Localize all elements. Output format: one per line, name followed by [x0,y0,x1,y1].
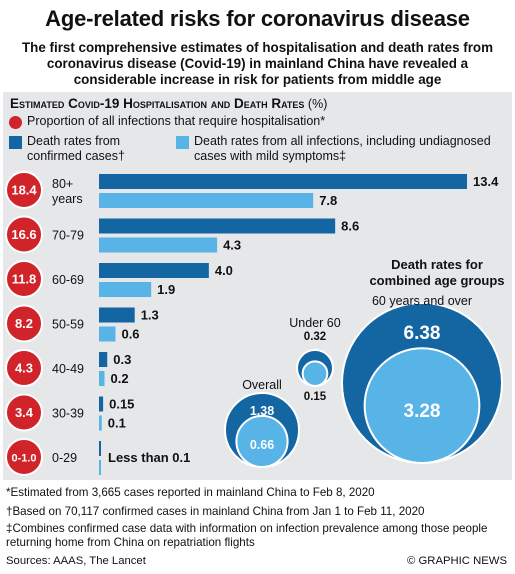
bar-confirmed-label: 1.3 [141,308,159,323]
bar-confirmed [99,174,467,189]
bar-all [99,460,101,475]
hospitalisation-value: 18.4 [11,183,37,198]
bar-confirmed-label: 0.3 [113,352,131,367]
combined-confirmed-value: 0.32 [304,331,326,343]
bar-confirmed [99,352,108,367]
age-label: 70-79 [52,229,84,243]
hospitalisation-circle [5,215,43,254]
bar-confirmed [99,263,209,278]
bar-confirmed-label: 8.6 [341,219,359,234]
combined-all-value: 3.28 [404,401,441,422]
bar-confirmed [99,218,336,234]
combined-confirmed-value: 1.38 [250,404,274,418]
hospitalisation-value: 11.8 [12,272,37,287]
footnote-hospitalisation: *Estimated from 3,665 cases reported in … [6,486,375,499]
combined-group-label: Overall [242,378,282,392]
hospitalisation-value: 8.2 [15,316,33,331]
age-label: years [52,192,83,206]
bar-all [99,371,105,386]
bar-all-label: 1.9 [157,282,175,297]
bar-confirmed [99,307,135,323]
combined-all-circle [301,360,329,387]
age-label: 0-29 [52,451,77,465]
bar-all [99,326,116,342]
hospitalisation-value: 0-1.0 [11,453,36,465]
bar-confirmed-label: 0.15 [109,397,134,412]
footnote-confirmed: †Based on 70,117 confirmed cases in main… [6,505,425,518]
legend-confirmed: Death rates from confirmed cases† [27,134,125,163]
age-label: 60-69 [52,273,84,287]
hospitalisation-circle [5,260,43,298]
bar-confirmed [99,441,101,456]
combined-all-value: 0.15 [304,391,327,403]
hospitalisation-circle [5,438,43,476]
hospitalisation-value: 16.6 [11,227,36,242]
hospitalisation-value: 4.3 [15,361,33,376]
bar-confirmed-label: 13.4 [473,174,499,189]
legend-confirmed-swatch [9,136,22,149]
age-label: 40-49 [52,362,84,376]
combined-all-circle [235,414,289,469]
combined-group-label: Under 60 [289,316,340,330]
bar-all [99,415,102,431]
bar-confirmed-label: 4.0 [215,263,233,278]
page-title: Age-related risks for coronavirus diseas… [45,6,470,31]
bar-all [99,282,152,297]
hospitalisation-value: 3.4 [15,405,34,420]
combined-all-value: 0.66 [250,438,274,452]
bar-all-label: 7.8 [319,193,337,208]
hospitalisation-circle [5,349,43,387]
bar-all [99,193,314,208]
sources: Sources: AAAS, The Lancet [6,555,146,567]
bar-all-label: 0.6 [121,327,139,342]
hospitalisation-circle [5,393,43,432]
hospitalisation-circle [5,304,43,343]
combined-group-label: 60 years and over [372,294,472,308]
combined-title-line1: Death rates for [391,257,483,272]
combined-confirmed-value: 6.38 [404,323,441,344]
chart-heading-text: Estimated Covid-19 Hospitalisation and D… [10,96,305,111]
legend-hospitalisation-dot [9,116,22,129]
combined-all-circle [363,347,481,464]
footnote-all: ‡Combines confirmed case data with infor… [6,522,488,549]
chart-heading: Estimated Covid-19 Hospitalisation and D… [10,96,327,111]
legend-all-swatch [176,136,189,149]
credit: © GRAPHIC NEWS [407,555,507,567]
bar-all-label: 0.1 [108,416,126,431]
age-label: 50-59 [52,318,84,332]
chart-unit: (%) [307,97,328,111]
legend-hospitalisation: Proportion of all infections that requir… [27,114,326,128]
youngest-note: Less than 0.1 [108,450,190,465]
hospitalisation-circle [5,171,43,209]
bar-all-label: 0.2 [110,371,128,386]
combined-title-line2: combined age groups [369,273,504,288]
age-label: 30-39 [52,407,84,421]
page-subtitle: The first comprehensive estimates of hos… [21,40,494,87]
age-label: 80+ [52,177,73,191]
bar-all-label: 4.3 [223,238,241,253]
legend-all: Death rates from all infections, includi… [194,134,491,163]
bar-all [99,237,218,253]
bar-confirmed [99,396,104,412]
